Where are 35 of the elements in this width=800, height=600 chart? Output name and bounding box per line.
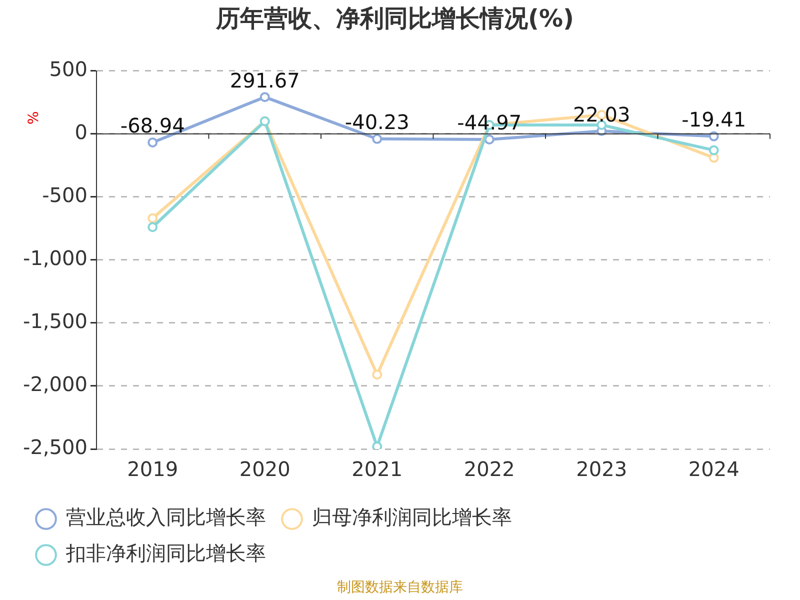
point — [148, 222, 158, 232]
x-tick-label: 2023 — [576, 457, 628, 482]
data-label: -68.94 — [120, 114, 185, 138]
legend-label: 扣非净利润同比增长率 — [65, 541, 266, 566]
y-tick-label: 0 — [74, 120, 88, 144]
y-tick-label: -1,500 — [22, 309, 88, 334]
point — [260, 92, 270, 102]
y-tick-label: -2,500 — [22, 435, 88, 460]
x-tick-label: 2021 — [352, 457, 403, 482]
text: 制图数据来自数据库 — [337, 580, 463, 596]
x-tick-label: 2024 — [688, 457, 740, 482]
y-tick-label: 500 — [49, 57, 88, 82]
point — [708, 145, 719, 156]
point — [148, 213, 158, 224]
y-tick-label: -500 — [42, 183, 88, 208]
point — [372, 441, 382, 449]
y-axis-title: % — [26, 111, 42, 124]
y-tick-label: -2,000 — [22, 372, 88, 396]
data-label: -19.41 — [682, 107, 746, 132]
point — [708, 131, 719, 142]
y-tick-label: -1,000 — [22, 246, 88, 270]
chart-title: 历年营收、净利同比增长情况(%) — [215, 4, 574, 33]
x-tick-label: 2019 — [127, 457, 178, 482]
data-label: 22.03 — [572, 102, 630, 126]
point — [372, 134, 382, 144]
data-label: 291.67 — [230, 68, 300, 92]
legend-label: 归母净利润同比增长率 — [312, 505, 512, 530]
point — [484, 134, 494, 145]
x-tick-label: 2020 — [239, 457, 290, 482]
point — [372, 370, 382, 380]
data-label: -44.97 — [457, 110, 522, 135]
data-label: -40.23 — [344, 110, 410, 134]
x-tick-label: 2022 — [464, 457, 515, 482]
point — [148, 138, 158, 148]
legend-label: 营业总收入同比增长率 — [66, 505, 266, 530]
